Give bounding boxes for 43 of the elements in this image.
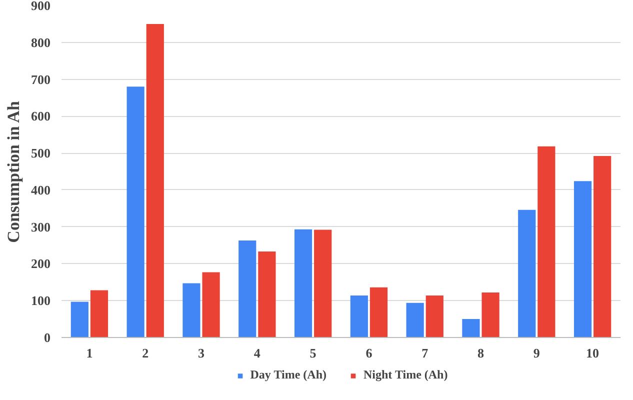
x-tick-label: 1	[86, 346, 93, 360]
bar	[426, 295, 444, 338]
bar	[406, 302, 424, 338]
bar	[70, 302, 88, 338]
y-tick-label: 800	[31, 34, 50, 50]
bar	[126, 86, 144, 338]
x-tick-label: 6	[366, 346, 373, 360]
y-tick-label: 500	[31, 146, 50, 161]
bar	[294, 229, 312, 338]
legend-label: Day Time (Ah)	[250, 368, 326, 382]
x-tick-label: 9	[533, 346, 540, 360]
x-tick-label: 8	[478, 346, 484, 360]
y-tick-label: 600	[31, 108, 50, 124]
x-tick-label: 5	[310, 346, 317, 360]
bar	[518, 210, 536, 338]
y-tick-label: 0	[44, 330, 50, 345]
y-tick-label: 200	[31, 256, 50, 272]
bar	[90, 290, 108, 338]
y-tick-label: 100	[31, 293, 50, 308]
bar	[594, 156, 612, 338]
bar	[574, 181, 592, 338]
bar	[538, 146, 556, 338]
y-axis-title: Consumption in Ah	[4, 100, 23, 243]
x-tick-label: 7	[422, 346, 429, 360]
x-tick-label: 3	[198, 346, 205, 360]
bar	[482, 292, 500, 338]
bar	[182, 283, 200, 338]
y-tick-label: 900	[31, 0, 50, 13]
x-tick-label: 2	[142, 346, 149, 360]
x-tick-label: 4	[254, 346, 261, 360]
y-tick-label: 400	[31, 182, 50, 198]
bar	[238, 240, 256, 338]
bar	[462, 319, 480, 338]
bar	[202, 272, 220, 338]
legend-label: Night Time (Ah)	[364, 368, 448, 382]
x-tick-label: 10	[586, 346, 600, 360]
bar	[258, 252, 276, 338]
y-tick-label: 700	[31, 72, 50, 87]
bar	[146, 24, 164, 338]
bar	[370, 287, 388, 338]
bar	[350, 295, 368, 338]
y-tick-label: 300	[31, 219, 50, 234]
bar	[314, 230, 332, 338]
